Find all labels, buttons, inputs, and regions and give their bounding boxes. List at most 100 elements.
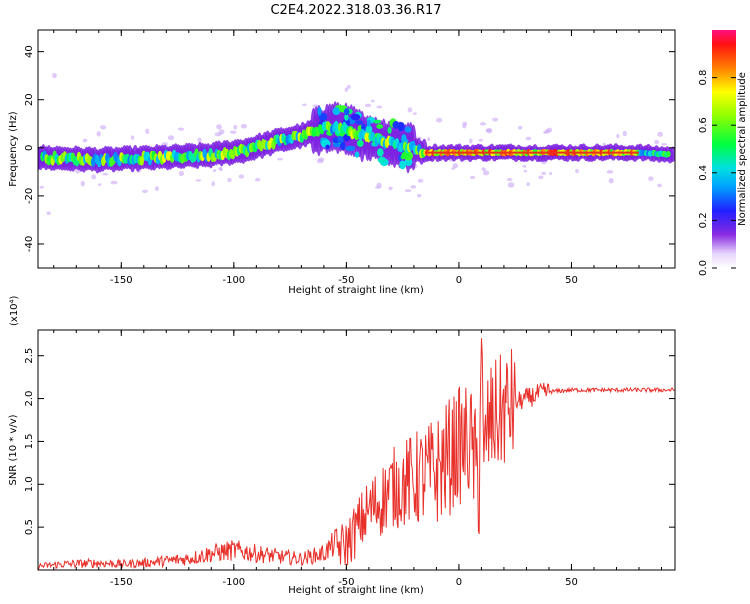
spectrum-y-tick-label-0: -40 — [24, 236, 35, 252]
spectrum-speck — [462, 121, 468, 126]
spectrum-speck — [517, 125, 523, 130]
spectrum-x-tick-label-4: 50 — [565, 275, 578, 286]
snr-frame — [37, 329, 676, 571]
spectrum-speck — [479, 122, 486, 126]
spectrum-speck — [91, 174, 97, 180]
snr-x-tick-label-1: -100 — [222, 577, 245, 588]
spectrum-blob — [345, 145, 356, 152]
spectrum-speck — [46, 211, 51, 216]
spectrum-speck — [167, 135, 175, 141]
spectrum-speck — [195, 179, 202, 182]
spectrum-blob — [376, 124, 383, 129]
spectrum-speck — [216, 124, 222, 130]
spectrum-speck — [82, 138, 88, 143]
spectrum-speck — [622, 130, 628, 137]
colorbar-gradient — [712, 30, 736, 268]
spectrum-speck — [212, 169, 217, 173]
spectrum-speck — [97, 183, 102, 187]
spectrum-speck — [161, 141, 169, 147]
spectrum-speck — [546, 127, 553, 133]
snr-panel: -150 -100 -50 0 50 0.5 1.0 1.5 2.0 2.5 Height of … — [8, 295, 676, 596]
colorbar-tick-label-2: 0.4 — [698, 165, 709, 181]
spectrum-blob — [350, 113, 361, 121]
spectrum-blob — [332, 107, 341, 116]
spectrum-blob — [401, 151, 411, 160]
snr-y-tick-label-2: 1.5 — [24, 433, 35, 449]
spectrum-speck — [507, 177, 513, 182]
spectrum-speck — [575, 168, 579, 174]
spectrum-heatmap — [38, 72, 675, 216]
colorbar-tick-label-1: 0.2 — [698, 212, 709, 228]
spectrum-blob — [343, 108, 350, 116]
snr-y-axis-label: SNR (10 * v/v) — [8, 414, 19, 485]
spectrum-blob — [333, 142, 341, 148]
spectrum-x-axis-label: Height of straight line (km) — [288, 285, 424, 296]
spectrum-speck — [233, 124, 238, 130]
spectrum-blob — [344, 113, 349, 121]
spectrum-speck — [541, 171, 547, 175]
spectrum-speck — [219, 168, 223, 172]
spectrum-speck — [154, 186, 159, 192]
spectrum-speck — [229, 130, 237, 134]
snr-y-tick-label-0: 0.5 — [24, 519, 35, 535]
spectrum-blob — [399, 160, 407, 170]
spectrum-blob — [340, 141, 346, 151]
spectrum-blob — [373, 119, 382, 124]
snr-y-tick-label-1: 1.0 — [24, 476, 35, 492]
spectrum-speck — [616, 133, 620, 139]
spectrum-y-tick-label-2: 0 — [24, 145, 35, 151]
spectrum-speck — [197, 137, 202, 143]
colorbar: 0.0 0.2 0.4 0.6 0.8 Normalized spectral ampl… — [698, 30, 748, 276]
spectrum-x-tick-label-0: -150 — [110, 275, 133, 286]
spectrum-speck — [523, 169, 528, 173]
spectrum-speck — [538, 175, 544, 180]
spectrum-speck — [52, 72, 57, 79]
spectrum-ticks: -150 -100 -50 0 50 -40 -20 0 20 40 — [24, 30, 675, 286]
spectrum-speck — [410, 185, 417, 189]
spectrum-speck — [364, 103, 372, 108]
spectrum-y-tick-label-3: 20 — [24, 93, 35, 106]
spectrum-speck — [606, 170, 614, 174]
spectrum-speck — [254, 177, 261, 182]
snr-x-tick-label-4: 50 — [565, 577, 578, 588]
spectrum-speck — [412, 112, 417, 115]
spectrum-y-axis-label: Frequency (Hz) — [8, 111, 19, 187]
spectrum-blob — [376, 148, 384, 157]
spectrum-speck — [316, 159, 324, 164]
spectrum-speck — [492, 117, 499, 122]
spectrum-speck — [417, 178, 424, 183]
spectrum-x-tick-label-1: -100 — [222, 275, 245, 286]
spectrum-speck — [482, 170, 490, 176]
spectrum-blob — [355, 120, 364, 125]
spectrum-speck — [522, 164, 527, 168]
spectrum-speck — [451, 167, 455, 170]
snr-x-axis-label: Height of straight line (km) — [288, 585, 424, 596]
snr-plot-area — [38, 330, 675, 570]
spectrum-x-tick-label-2: -50 — [338, 275, 354, 286]
snr-series-line — [38, 338, 675, 570]
colorbar-label: Normalized spectral amplitude — [737, 72, 748, 226]
spectrum-speck — [661, 142, 667, 146]
spectrum-blob — [365, 125, 373, 134]
spectrum-panel: -150 -100 -50 0 50 -40 -20 0 20 40 Height of stra… — [8, 29, 676, 296]
spectrum-speck — [277, 157, 283, 161]
spectrum-speck — [238, 174, 245, 179]
spectrum-blob — [356, 139, 364, 147]
spectrum-speck — [468, 138, 473, 144]
spectrum-speck — [507, 182, 515, 188]
spectrum-x-tick-label-3: 0 — [456, 275, 462, 286]
colorbar-tick-label-3: 0.6 — [698, 117, 709, 133]
spectrum-speck — [452, 162, 459, 169]
spectrum-speck — [141, 189, 148, 194]
spectrum-speck — [302, 103, 307, 107]
colorbar-tick-label-0: 0.0 — [698, 260, 709, 276]
spectrum-speck — [436, 117, 443, 123]
spectrum-band — [669, 146, 675, 162]
spectrum-frame — [37, 29, 676, 269]
spectrum-speck — [376, 105, 383, 109]
spectrum-speck — [96, 131, 101, 137]
spectrum-blob — [325, 144, 330, 150]
spectrum-speck — [657, 131, 664, 137]
spectrum-speck — [130, 135, 135, 140]
